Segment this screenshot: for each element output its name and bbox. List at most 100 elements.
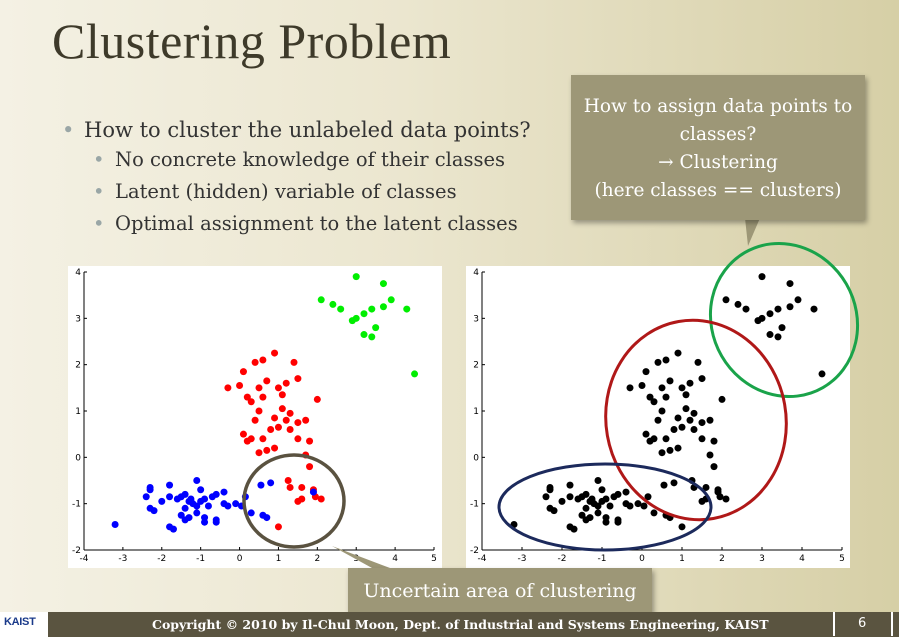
- x-tick-label: -4: [478, 554, 487, 564]
- data-point: [166, 493, 174, 501]
- data-point: [582, 516, 590, 524]
- data-point: [638, 382, 646, 390]
- data-point: [722, 495, 730, 503]
- data-point: [263, 377, 271, 385]
- data-point: [650, 398, 658, 406]
- data-point: [243, 437, 251, 445]
- x-tick-label: 2: [314, 554, 320, 564]
- data-point: [598, 486, 606, 494]
- x-tick-label: 4: [799, 554, 805, 564]
- footer-bar: [0, 612, 899, 637]
- data-point: [644, 493, 652, 501]
- data-point: [710, 463, 718, 471]
- data-point: [698, 419, 706, 427]
- data-point: [566, 481, 574, 489]
- data-point: [282, 416, 290, 424]
- data-point: [678, 423, 686, 431]
- data-point: [278, 405, 286, 413]
- data-point: [774, 305, 782, 313]
- data-point: [646, 437, 654, 445]
- data-point: [243, 393, 251, 401]
- data-point: [682, 405, 690, 413]
- data-point: [682, 391, 690, 399]
- data-point: [766, 310, 774, 318]
- bullet-dot-icon: •: [62, 118, 75, 142]
- bullet-sub-3: • Optimal assignment to the latent class…: [93, 212, 531, 235]
- data-point: [718, 395, 726, 403]
- data-point: [686, 379, 694, 387]
- data-point: [574, 495, 582, 503]
- y-tick-label: -2: [470, 546, 479, 556]
- data-point: [224, 502, 232, 510]
- copyright-text: Copyright © 2010 by Il-Chul Moon, Dept. …: [152, 617, 769, 632]
- x-tick-label: -1: [598, 554, 607, 564]
- y-tick-label: 3: [75, 314, 81, 324]
- green-cluster-ellipse: [708, 241, 860, 399]
- data-point: [372, 324, 380, 332]
- data-point: [674, 414, 682, 422]
- callout-line: (here classes == clusters): [594, 180, 842, 201]
- data-point: [259, 393, 267, 401]
- data-point: [224, 384, 232, 392]
- data-point: [610, 493, 618, 501]
- kaist-logo: KAIST: [4, 616, 36, 628]
- data-point: [278, 391, 286, 399]
- data-point: [306, 437, 314, 445]
- data-point: [674, 349, 682, 357]
- data-point: [818, 370, 826, 378]
- bullet-list: • How to cluster the unlabeled data poin…: [62, 118, 531, 244]
- bullet-sub-2: • Latent (hidden) variable of classes: [93, 180, 531, 203]
- data-point: [239, 368, 247, 376]
- data-point: [810, 305, 818, 313]
- data-point: [337, 305, 345, 313]
- data-point: [177, 511, 185, 519]
- data-point: [411, 370, 419, 378]
- page-number-bracket: [833, 612, 893, 636]
- data-point: [594, 509, 602, 517]
- data-point: [690, 409, 698, 417]
- data-point: [193, 509, 201, 517]
- data-point: [650, 509, 658, 517]
- data-point: [255, 384, 263, 392]
- data-point: [387, 296, 395, 304]
- data-point: [626, 384, 634, 392]
- data-point: [251, 358, 259, 366]
- red-cluster-ellipse: [604, 318, 788, 522]
- x-tick-label: -3: [518, 554, 527, 564]
- data-point: [247, 509, 255, 517]
- data-point: [662, 435, 670, 443]
- data-point: [670, 426, 678, 434]
- data-point: [642, 430, 650, 438]
- data-point: [298, 483, 306, 491]
- data-point: [550, 507, 558, 515]
- data-point: [329, 300, 337, 308]
- data-point: [208, 493, 216, 501]
- y-tick-label: 2: [75, 361, 81, 371]
- data-point: [594, 477, 602, 484]
- data-point: [634, 500, 642, 508]
- bullet-main: • How to cluster the unlabeled data poin…: [62, 118, 531, 142]
- data-point: [714, 488, 722, 496]
- data-point: [706, 451, 714, 459]
- data-point: [150, 507, 158, 515]
- data-point: [259, 435, 267, 443]
- data-point: [379, 280, 387, 288]
- data-point: [614, 518, 622, 526]
- data-point: [379, 303, 387, 311]
- callout-pointer: [332, 546, 390, 568]
- data-point: [267, 479, 275, 487]
- data-point: [694, 358, 702, 366]
- data-point: [666, 377, 674, 385]
- data-point: [251, 416, 259, 424]
- x-tick-label: -1: [196, 554, 205, 564]
- data-point: [722, 296, 730, 304]
- data-point: [232, 500, 240, 508]
- data-point: [169, 525, 177, 533]
- y-tick-label: -2: [72, 546, 81, 556]
- data-point: [352, 314, 360, 322]
- data-point: [702, 483, 710, 491]
- data-point: [166, 481, 174, 489]
- data-point: [598, 497, 606, 505]
- data-point: [181, 504, 189, 512]
